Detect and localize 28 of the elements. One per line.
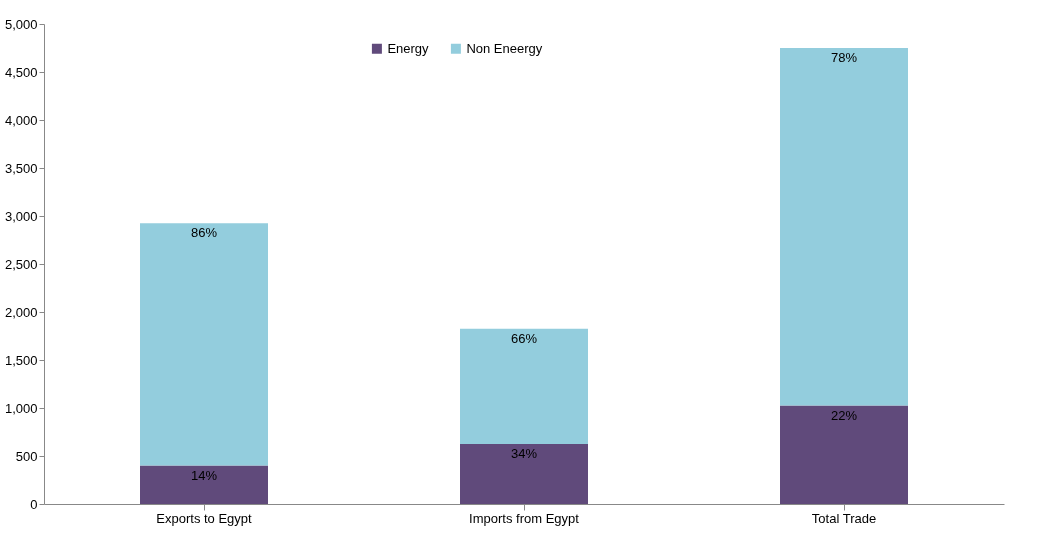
annotation: 22% (830, 407, 858, 423)
bar (460, 444, 588, 504)
annotation: 86% (190, 225, 218, 241)
legend-label: Energy (387, 40, 430, 56)
y-tick-label: 2,500 (4, 256, 38, 272)
bar (140, 223, 268, 466)
y-tick-label: 4,000 (4, 112, 38, 128)
y-tick-label: 0 (30, 496, 38, 512)
x-tick-label: Exports to Egypt (156, 510, 253, 526)
annotation: 78% (830, 50, 858, 65)
bar (460, 328, 588, 444)
y-tick-label: 3,000 (4, 208, 38, 224)
y-tick-label: 500 (15, 448, 38, 464)
annotation: 66% (510, 330, 538, 346)
annotation: 14% (190, 467, 218, 483)
y-tick-label: 1,000 (4, 400, 38, 416)
bar (140, 465, 268, 504)
legend-label: Non Eneergy (466, 40, 543, 56)
y-tick-label: 1,500 (4, 352, 38, 368)
bar (780, 405, 908, 504)
y-tick-label: 3,500 (4, 160, 38, 176)
annotation: 34% (510, 446, 538, 461)
y-tick-label: 4,500 (4, 64, 38, 80)
y-tick-label: 5,000 (4, 16, 38, 32)
y-tick-label: 2,000 (4, 304, 38, 320)
bar (780, 48, 908, 406)
x-tick-label: Imports from Egypt (469, 510, 580, 526)
x-tick-label: Total Trade (811, 510, 877, 526)
